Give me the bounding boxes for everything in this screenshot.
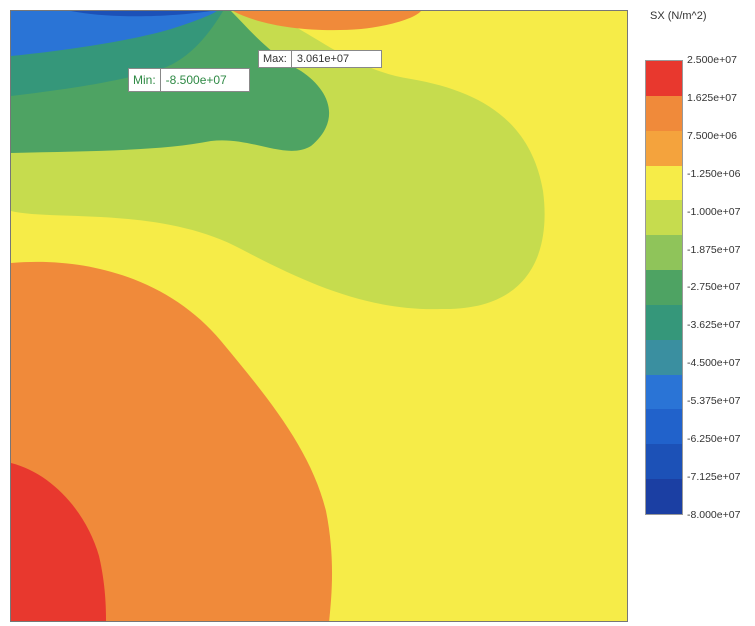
legend-swatch [646, 479, 682, 514]
legend-swatch [646, 95, 682, 131]
legend-swatch [646, 200, 682, 236]
legend-tick-label: -7.125e+07 [687, 470, 741, 483]
region-dark-blue [71, 11, 211, 17]
region-red [11, 463, 106, 621]
min-probe-title: Min: [129, 69, 161, 91]
contour-svg [11, 11, 627, 621]
legend-swatch [646, 304, 682, 340]
contour-plot [10, 10, 628, 622]
legend-tick-label: 2.500e+07 [687, 54, 737, 66]
legend-tick-labels: 2.500e+07 1.625e+07 7.500e+06 -1.250e+06 -1.… [687, 53, 753, 522]
legend-swatch [646, 165, 682, 201]
legend-tick-label: -2.750e+07 [687, 281, 741, 294]
legend-tick-label: -1.250e+06 [687, 167, 741, 180]
legend-tick-label: 7.500e+06 [687, 129, 737, 142]
legend-title: SX (N/m^2) [650, 10, 707, 22]
legend-tick-label: -1.875e+07 [687, 243, 741, 256]
legend-tick-label: -8.000e+07 [687, 508, 741, 521]
legend-swatch [646, 270, 682, 305]
legend-tick-label: -1.000e+07 [687, 205, 741, 218]
legend-swatch [646, 444, 682, 480]
max-probe-label: Max: 3.061e+07 [258, 50, 382, 68]
legend-tick-label: -5.375e+07 [687, 395, 741, 408]
legend-tick-label: -4.500e+07 [687, 357, 741, 370]
legend-swatch [646, 339, 682, 375]
region-top-orange [233, 11, 421, 31]
max-probe-value: 3.061e+07 [296, 53, 350, 65]
region-orange [11, 261, 333, 621]
legend-swatch [646, 374, 682, 410]
min-probe-label: Min: -8.500e+07 [128, 68, 250, 92]
legend-swatch [646, 409, 682, 445]
legend-tick-label: -6.250e+07 [687, 433, 741, 446]
legend-swatch [646, 130, 682, 166]
legend-color-bar [645, 60, 683, 515]
min-probe-value: -8.500e+07 [165, 73, 227, 87]
legend-tick-label: 1.625e+07 [687, 91, 737, 104]
legend-swatch [646, 61, 682, 96]
legend-swatch [646, 235, 682, 271]
region-blue [11, 11, 217, 56]
legend-tick-label: -3.625e+07 [687, 319, 741, 332]
max-probe-title: Max: [259, 51, 292, 67]
